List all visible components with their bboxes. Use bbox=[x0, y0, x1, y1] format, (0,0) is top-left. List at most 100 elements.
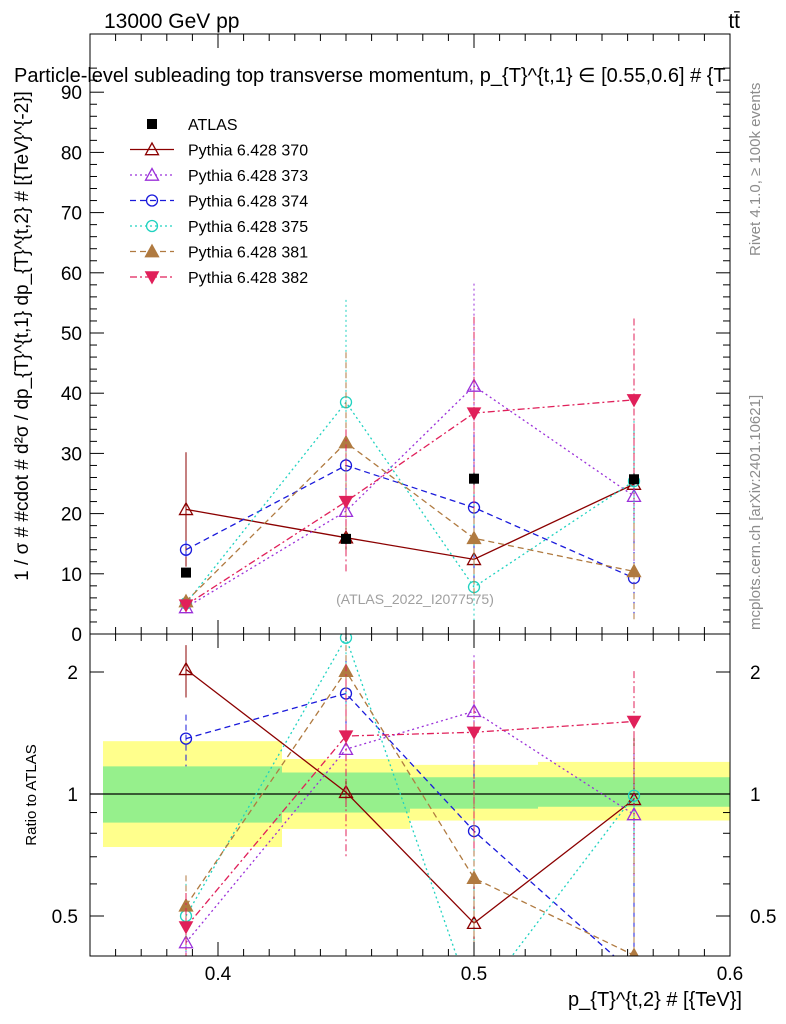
y-tick-label: 60 bbox=[61, 264, 82, 285]
legend-marker bbox=[144, 243, 160, 258]
data-point bbox=[629, 474, 639, 485]
series-point bbox=[466, 530, 482, 545]
ratio-point bbox=[627, 789, 641, 802]
legend-entry-6: Pythia 6.428 382 bbox=[130, 270, 308, 287]
y-tick-label: 90 bbox=[61, 83, 82, 104]
y-tick-label: 70 bbox=[61, 204, 82, 225]
series-main-6 bbox=[178, 316, 642, 613]
legend-entry-2: Pythia 6.428 373 bbox=[130, 167, 308, 185]
ratio-point bbox=[466, 870, 482, 884]
series-point bbox=[626, 563, 642, 578]
series-line bbox=[185, 441, 635, 602]
axes: 0.4 0.5 0.6 0 10 20 30 40 50 60 70 80 90 0.5 0.5 1 1 2 2 bbox=[52, 34, 776, 985]
legend-label: Pythia 6.428 373 bbox=[188, 168, 308, 185]
ratio-point bbox=[466, 703, 482, 718]
process-label: tt̄ bbox=[728, 10, 740, 33]
series-point bbox=[626, 394, 642, 408]
ratio-line bbox=[185, 692, 616, 956]
analysis-watermark: (ATLAS_2022_I2077575) bbox=[336, 591, 494, 607]
series-main-3 bbox=[179, 435, 641, 615]
x-tick-label: 0.4 bbox=[205, 964, 232, 985]
ratio-point bbox=[629, 968, 640, 979]
ratio-y-tick-label: 1 bbox=[67, 785, 78, 806]
series-line bbox=[185, 385, 635, 609]
series-point bbox=[178, 599, 194, 613]
legend-entry-3: Pythia 6.428 374 bbox=[130, 194, 308, 211]
series-line bbox=[185, 401, 635, 604]
legend-entry-5: Pythia 6.428 381 bbox=[130, 243, 308, 262]
series-line bbox=[185, 464, 635, 579]
data-point bbox=[181, 567, 191, 578]
legend-entry-atlas: ATLAS bbox=[147, 117, 238, 134]
y-tick-label: 10 bbox=[61, 565, 82, 586]
ratio-line bbox=[185, 710, 635, 943]
y-tick-label: 0 bbox=[71, 625, 82, 646]
legend-marker bbox=[144, 271, 160, 285]
main-ylabel: 1 / σ # #cdot # d²σ / dp_{T}^{t,1} dp_{T… bbox=[12, 91, 33, 581]
series-point bbox=[338, 495, 354, 510]
ratio-ylabel: Ratio to ATLAS bbox=[23, 744, 40, 845]
data-point bbox=[341, 533, 351, 544]
series-main-5 bbox=[178, 352, 642, 620]
energy-label: 13000 GeV pp bbox=[104, 10, 239, 33]
ratio-point bbox=[178, 661, 194, 676]
ratio-line bbox=[185, 720, 635, 928]
y-tick-label: 40 bbox=[61, 384, 82, 405]
ratio-y-tick-label-right: 0.5 bbox=[750, 907, 776, 928]
legend-label: Pythia 6.428 381 bbox=[188, 245, 308, 262]
series-line bbox=[185, 399, 635, 606]
legend-label: Pythia 6.428 382 bbox=[188, 270, 308, 287]
legend-label: ATLAS bbox=[188, 117, 238, 134]
ratio-panel-frame bbox=[89, 633, 731, 957]
ratio-y-tick-label: 2 bbox=[67, 663, 78, 684]
ratio-y-tick-label-right: 1 bbox=[750, 785, 761, 806]
ratio-y-tick-label: 0.5 bbox=[52, 907, 78, 928]
legend-label: Pythia 6.428 375 bbox=[188, 219, 308, 236]
series-point bbox=[466, 378, 482, 392]
ratio-point bbox=[178, 921, 194, 935]
series-main-1 bbox=[178, 423, 642, 578]
legend-marker bbox=[144, 167, 160, 181]
x-tick-label: 0.6 bbox=[717, 964, 743, 985]
ratio-point bbox=[626, 715, 642, 729]
x-tick-label: 0.5 bbox=[461, 964, 487, 985]
series-main-4 bbox=[179, 299, 641, 634]
legend-marker bbox=[144, 141, 160, 156]
ratio-point bbox=[466, 726, 482, 740]
series-main-2 bbox=[178, 283, 642, 614]
ratio-panel-content bbox=[178, 634, 642, 1011]
ratio-point bbox=[178, 934, 194, 949]
legend-label: Pythia 6.428 374 bbox=[188, 194, 308, 211]
main-panel-content bbox=[178, 283, 642, 634]
legend-label: Pythia 6.428 370 bbox=[188, 143, 308, 160]
ratio-line bbox=[185, 668, 635, 925]
series-point bbox=[466, 407, 482, 421]
plot-title: Particle-level subleading top transverse… bbox=[14, 65, 726, 87]
legend: ATLAS Pythia 6.428 370 Pythia 6.428 373 Pyt… bbox=[130, 117, 308, 287]
series-point bbox=[179, 543, 193, 556]
series-line bbox=[185, 483, 635, 561]
ratio-line bbox=[185, 669, 635, 956]
rivet-version-label: Rivet 4.1.0, ≥ 100k events bbox=[747, 83, 764, 256]
legend-marker bbox=[145, 219, 159, 233]
ratio-point bbox=[466, 915, 482, 930]
data-points bbox=[181, 472, 639, 578]
source-label: mcplots.cern.ch [arXiv:2401.10621] bbox=[747, 395, 764, 630]
y-tick-label: 30 bbox=[61, 444, 82, 465]
ratio-point bbox=[469, 1000, 480, 1011]
xlabel: p_{T}^{t,2} # [{TeV}] bbox=[568, 989, 742, 1011]
ratio-point bbox=[179, 732, 193, 745]
ratio-point bbox=[626, 806, 642, 821]
ratio-point bbox=[339, 634, 353, 644]
legend-marker bbox=[145, 194, 159, 207]
legend-marker bbox=[147, 119, 157, 129]
y-tick-label: 20 bbox=[61, 505, 82, 526]
y-tick-label: 80 bbox=[61, 143, 82, 164]
ratio-point bbox=[338, 730, 354, 744]
ratio-point bbox=[629, 947, 639, 956]
series-ratio-6 bbox=[178, 661, 642, 956]
ratio-point bbox=[338, 784, 354, 799]
legend-entry-4: Pythia 6.428 375 bbox=[130, 219, 308, 236]
ratio-y-tick-label-right: 2 bbox=[750, 663, 761, 684]
